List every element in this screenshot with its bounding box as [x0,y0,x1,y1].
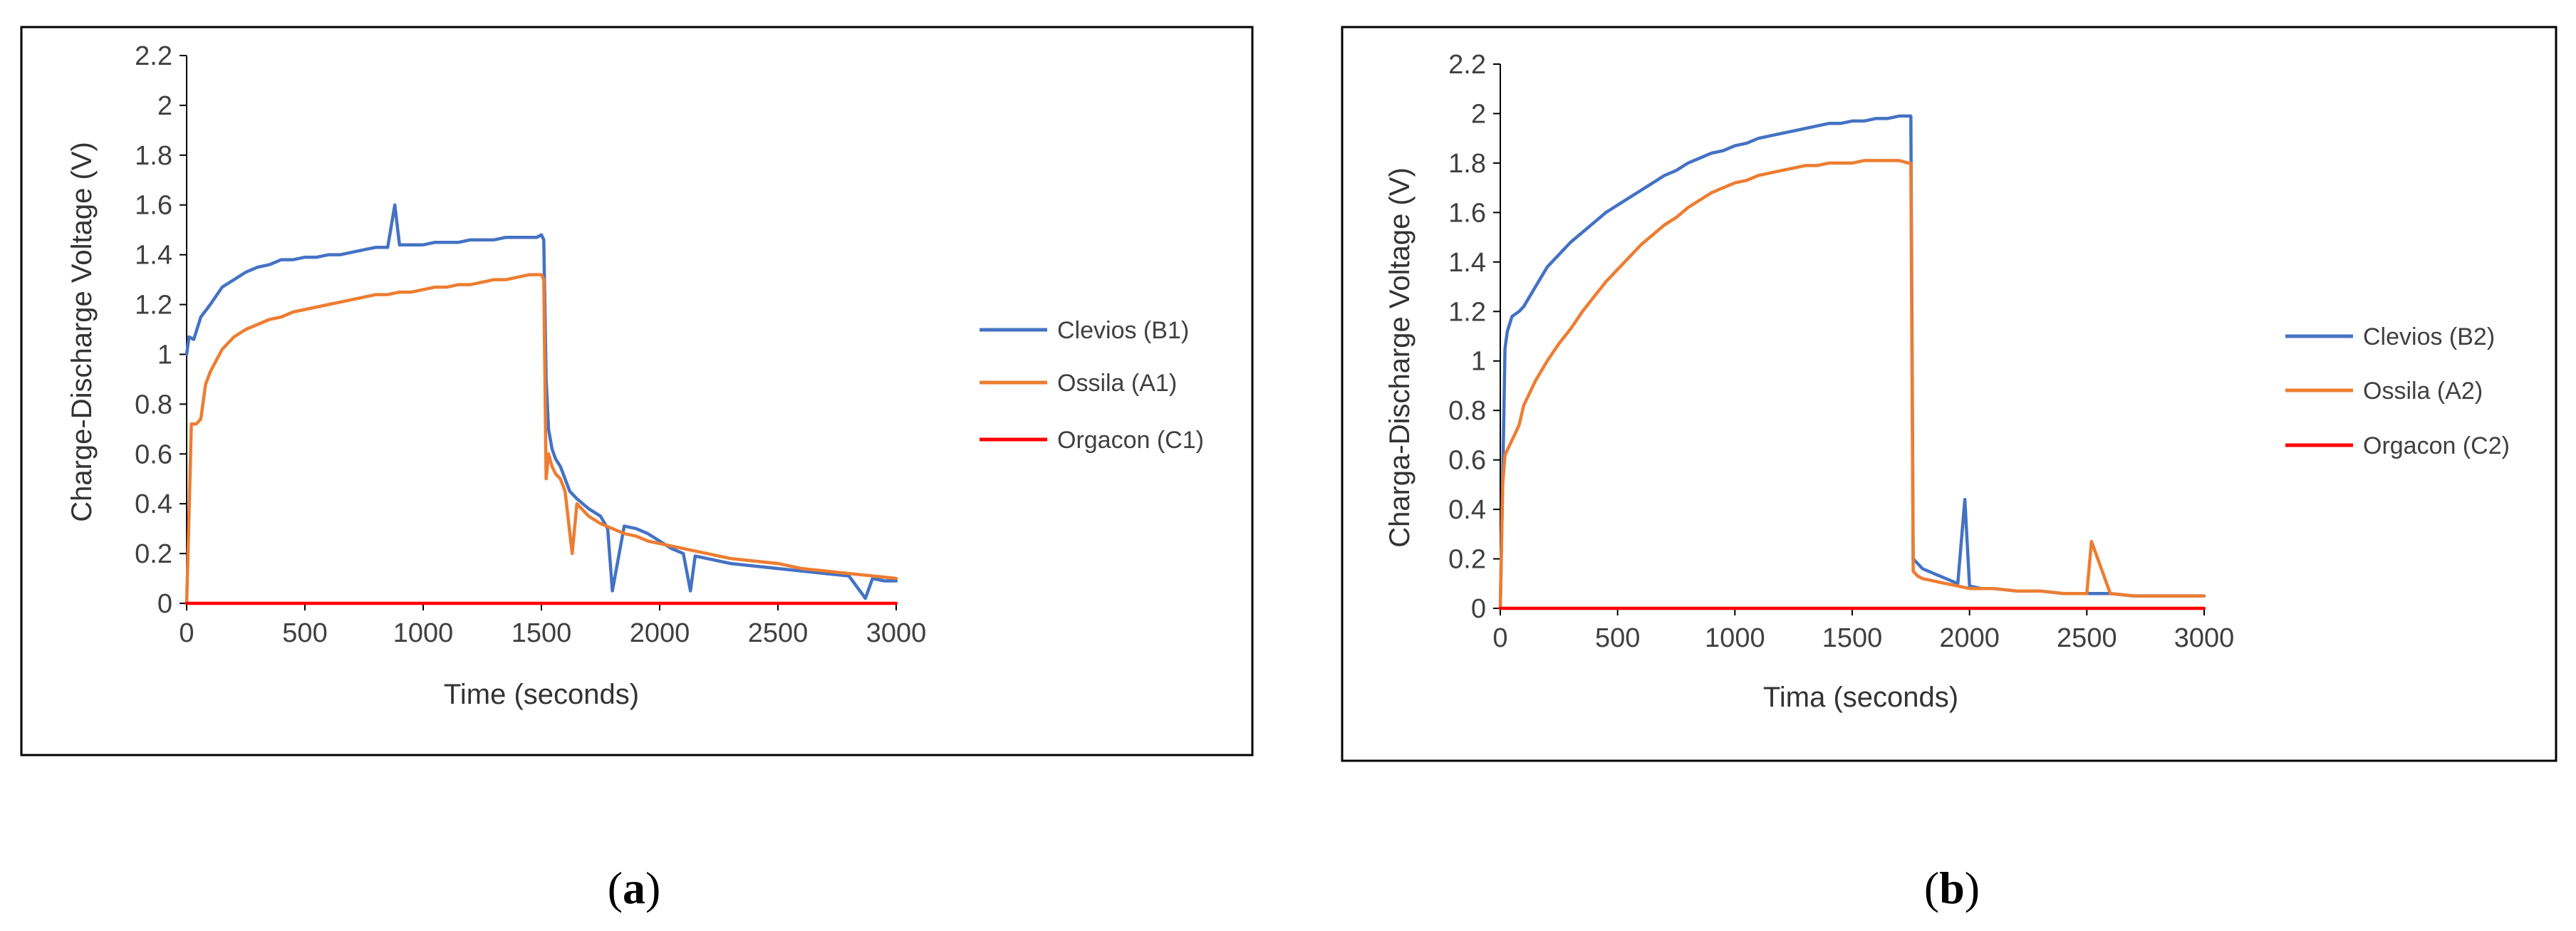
panel-a: 0 0.2 0.4 0.6 0.8 1 1.2 1.4 1.6 1.8 2 2.2 0 500 1000 15… [20,26,1254,913]
series-line-clevios-b1 [185,203,898,600]
panel-label-b-letter: b [1939,863,1965,913]
series-line-ossila-a2 [1498,159,2206,610]
x-tick-label-b-2: 1000 [1705,623,1765,653]
x-tick-label-a-4: 2000 [630,618,690,648]
panel-b: 0 0.2 0.4 0.6 0.8 1 1.2 1.4 1.6 1.8 2 2.2 0 500 1000 15… [1341,26,2557,913]
x-tick-label-a-1: 500 [282,618,327,648]
y-tick-label-b-6: 1.2 [1448,297,1486,327]
legend-label-clevios-b2: Clevios (B2) [2363,323,2495,350]
y-tick-label-a-8: 1.6 [135,191,172,221]
y-tick-label-b-5: 1 [1471,347,1486,377]
chart-frame-b [1341,26,2557,762]
legend-label-orgacon-c2: Orgacon (C2) [2363,432,2510,459]
y-tick-label-a-7: 1.4 [135,241,172,271]
y-tick-label-b-4: 0.8 [1448,396,1486,426]
legend-a: Clevios (B1) Ossila (A1) Orgacon (C1) [980,317,1204,454]
panel-label-a: (a) [608,863,661,913]
y-tick-label-a-6: 1.2 [135,291,172,321]
y-tick-label-b-1: 0.2 [1448,545,1486,575]
y-tick-label-b-8: 1.6 [1448,198,1486,228]
y-tick-label-b-2: 0.4 [1448,495,1486,525]
y-tick-label-b-9: 1.8 [1448,149,1486,179]
x-tick-label-a-5: 2500 [748,618,809,648]
y-tick-label-a-2: 0.4 [135,489,172,519]
legend-label-orgacon-c1: Orgacon (C1) [1057,427,1204,454]
x-tick-label-b-0: 0 [1492,623,1507,653]
plot-area-b: 0 0.2 0.4 0.6 0.8 1 1.2 1.4 1.6 1.8 2 2.2 0 500 1000 15… [1448,50,2234,653]
panel-label-a-letter: a [623,863,645,913]
series-line-ossila-a1 [185,273,898,605]
y-axis-title-b: Charga-Discharge Voltage (V) [1384,167,1416,548]
x-tick-label-a-3: 1500 [511,618,572,648]
x-tick-label-a-0: 0 [179,618,194,648]
y-tick-label-b-0: 0 [1471,594,1486,624]
y-tick-label-b-10: 2 [1471,99,1486,129]
y-tick-label-a-0: 0 [157,589,172,619]
x-tick-label-b-3: 1500 [1822,623,1883,653]
y-tick-label-a-1: 0.2 [135,539,172,569]
y-tick-label-a-10: 2 [157,91,172,121]
x-tick-label-b-4: 2000 [1939,623,2000,653]
y-tick-label-a-11: 2.2 [135,41,172,71]
legend-label-ossila-a1: Ossila (A1) [1057,370,1177,397]
y-tick-label-a-4: 0.8 [135,390,172,420]
x-tick-label-b-6: 3000 [2174,623,2235,653]
y-tick-label-a-9: 1.8 [135,141,172,171]
x-axis-title-a: Time (seconds) [444,679,639,710]
y-tick-label-b-7: 1.4 [1448,248,1486,278]
y-tick-label-b-3: 0.6 [1448,446,1486,476]
y-tick-label-b-11: 2.2 [1448,50,1486,80]
plot-area-a: 0 0.2 0.4 0.6 0.8 1 1.2 1.4 1.6 1.8 2 2.2 0 500 1000 15… [135,41,926,648]
legend-b: Clevios (B2) Ossila (A2) Orgacon (C2) [2285,323,2510,459]
x-axis-title-b: Tima (seconds) [1763,682,1958,713]
panel-label-b: (b) [1924,863,1980,913]
chart-frame-a [20,26,1254,756]
y-tick-label-a-3: 0.6 [135,440,172,469]
x-tick-label-a-2: 1000 [393,618,454,648]
x-tick-label-b-1: 500 [1595,623,1640,653]
y-tick-label-a-5: 1 [157,340,172,370]
x-tick-label-a-6: 3000 [866,618,927,648]
legend-label-clevios-b1: Clevios (B1) [1057,317,1189,344]
x-tick-label-b-5: 2500 [2057,623,2117,653]
y-axis-title-a: Charge-Discharge Voltage (V) [66,142,98,522]
legend-label-ossila-a2: Ossila (A2) [2363,378,2483,405]
